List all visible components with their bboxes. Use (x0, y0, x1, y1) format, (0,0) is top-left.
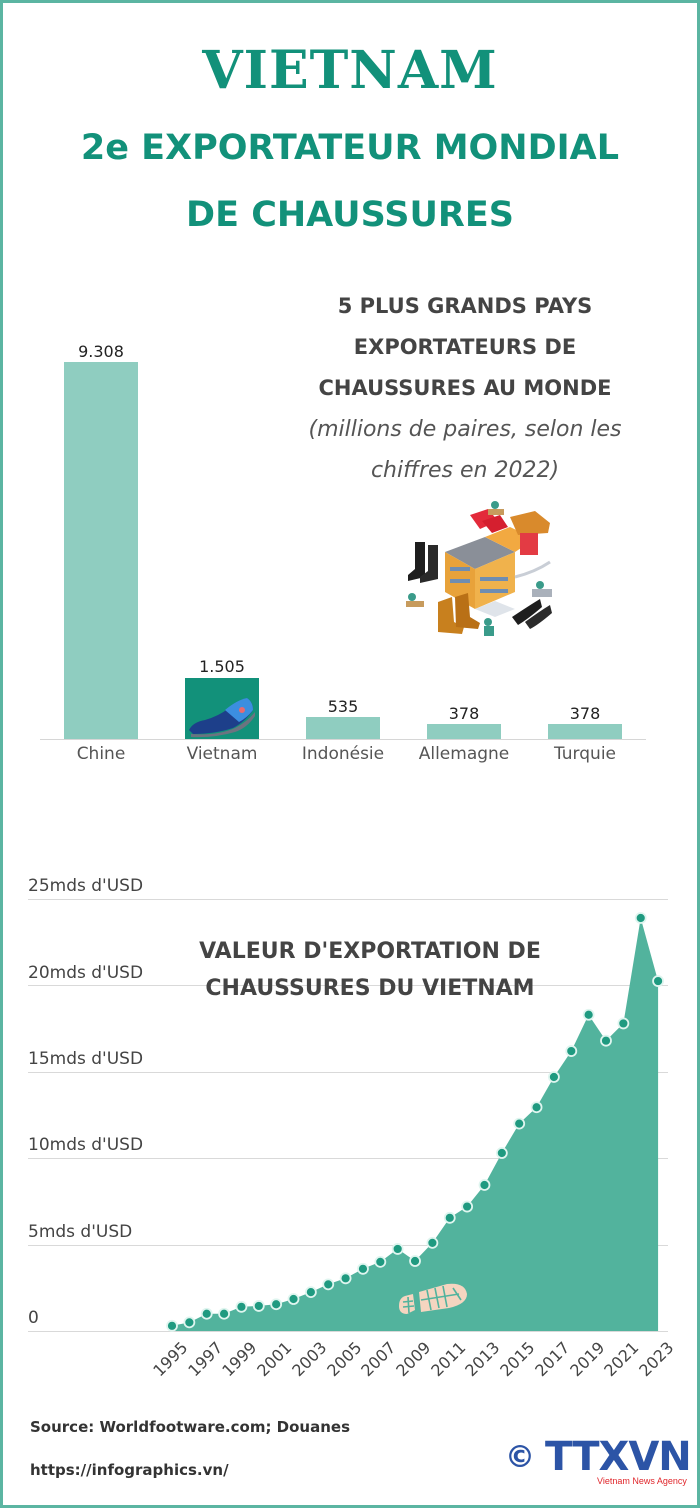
line-chart-title-line: CHAUSSURES DU VIETNAM (205, 976, 535, 1001)
data-point (461, 1200, 474, 1213)
bar-value-chine: 9.308 (78, 342, 124, 361)
data-point (426, 1236, 439, 1249)
page-subtitle-line1: 2e EXPORTATEUR MONDIAL (80, 128, 620, 168)
data-point (652, 975, 664, 987)
y-tick-0: 0 (28, 1308, 39, 1328)
bar-chart-title-line: CHAUSSURES AU MONDE (318, 376, 612, 400)
y-tick-10: 10mds d'USD (28, 1135, 144, 1155)
y-tick-20: 20mds d'USD (28, 963, 144, 983)
data-point (513, 1117, 526, 1130)
line-chart-title: VALEUR D'EXPORTATION DE CHAUSSURES DU VI… (150, 933, 590, 1007)
data-point (270, 1298, 283, 1311)
data-point (391, 1243, 404, 1255)
data-point (200, 1307, 213, 1320)
data-point (600, 1034, 612, 1047)
source-url[interactable]: https://infographics.vn/ (30, 1461, 229, 1479)
data-point (374, 1255, 387, 1268)
bar-chart-title-line: EXPORTATEURS DE (353, 335, 577, 359)
bar-value-indonesie: 535 (327, 697, 359, 716)
shoe-factory-illustration (406, 501, 552, 636)
bar-chart-note-line: chiffres en 2022) (370, 458, 560, 483)
bar-label-vietnam: Vietnam (186, 744, 258, 764)
data-point (166, 1319, 178, 1332)
data-point (617, 1017, 630, 1030)
gridline-25 (28, 899, 668, 900)
data-point (357, 1262, 369, 1275)
data-point (322, 1278, 335, 1291)
data-point (565, 1045, 578, 1057)
data-point (287, 1293, 300, 1305)
data-point (235, 1300, 248, 1313)
bar-chart-title: 5 PLUS GRANDS PAYS EXPORTATEURS DE CHAUS… (285, 286, 645, 409)
data-point (304, 1286, 317, 1299)
export-value-area-chart (166, 912, 664, 1332)
data-point (409, 1255, 421, 1267)
bar-allemagne (427, 724, 501, 739)
sneaker-icon (189, 698, 255, 738)
ttxvn-logo: © TTXVN Vietnam News Agency (505, 1434, 695, 1488)
bar-label-allemagne: Allemagne (418, 744, 510, 764)
logo-text: TTXVN (545, 1434, 692, 1480)
data-point (634, 912, 647, 924)
data-point (252, 1300, 265, 1312)
gridline-0 (28, 1331, 668, 1332)
bar-chart-baseline (40, 739, 646, 740)
area-fill (172, 918, 659, 1331)
bar-label-chine: Chine (76, 744, 126, 764)
gridline-10 (28, 1158, 668, 1159)
data-point (495, 1147, 508, 1159)
data-point (530, 1101, 543, 1114)
line-chart-title-line: VALEUR D'EXPORTATION DE (199, 939, 541, 964)
gridline-20 (28, 985, 668, 986)
y-tick-25: 25mds d'USD (28, 876, 144, 896)
page-subtitle-line2: DE CHAUSSURES (186, 195, 514, 235)
data-point (218, 1307, 230, 1320)
data-point (548, 1071, 560, 1083)
logo-caption: Vietnam News Agency (597, 1476, 687, 1486)
bar-label-indonesie: Indonésie (301, 744, 385, 764)
bar-value-allemagne: 378 (448, 704, 480, 723)
page-title: VIETNAM (202, 40, 498, 101)
data-point (478, 1179, 491, 1191)
bar-value-vietnam: 1.505 (199, 657, 245, 676)
bar-indonesie (306, 717, 380, 739)
y-tick-15: 15mds d'USD (28, 1049, 144, 1069)
bar-label-turquie: Turquie (553, 744, 616, 764)
data-point (339, 1272, 352, 1285)
source-text: Source: Worldfootware.com; Douanes (30, 1418, 351, 1436)
data-point (183, 1316, 196, 1329)
copyright-icon: © (505, 1440, 535, 1475)
bar-chart-note: (millions de paires, selon les chiffres … (285, 409, 645, 491)
bar-turquie (548, 724, 622, 739)
gridline-15 (28, 1072, 668, 1073)
footprint-icon (399, 1283, 467, 1314)
bar-chart-note-line: (millions de paires, selon les (308, 417, 622, 442)
bar-chine (64, 362, 138, 739)
bar-value-turquie: 378 (569, 704, 601, 723)
y-tick-5: 5mds d'USD (28, 1222, 133, 1242)
bar-chart-title-line: 5 PLUS GRANDS PAYS (337, 294, 593, 318)
data-point (443, 1211, 456, 1224)
bar-vietnam (185, 678, 259, 739)
gridline-5 (28, 1245, 668, 1246)
data-point (582, 1008, 595, 1021)
